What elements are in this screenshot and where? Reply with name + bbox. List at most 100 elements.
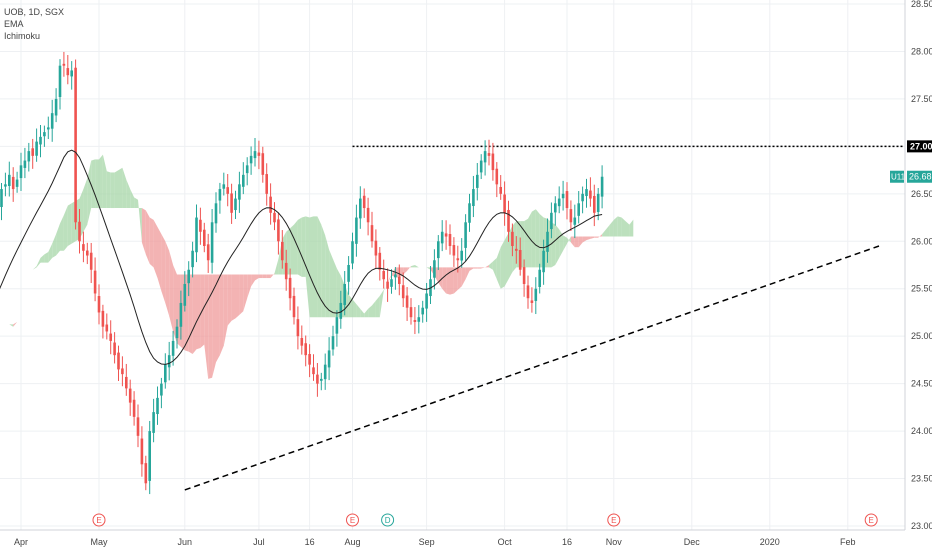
candle-up	[331, 336, 335, 350]
cloud-segment-bear	[239, 274, 244, 315]
candle-up	[58, 65, 62, 98]
candle-up	[343, 283, 346, 306]
candle-up	[253, 151, 257, 159]
event-circle	[864, 513, 878, 527]
candle-up	[347, 265, 350, 282]
candle-down	[273, 212, 276, 223]
cloud-segment-bull	[629, 219, 634, 237]
candle-down	[398, 276, 401, 284]
cloud-segment-bull	[294, 219, 298, 275]
cloud-segment-bear	[453, 267, 458, 294]
candle-down	[140, 438, 144, 465]
dividend-marker[interactable]: D	[381, 513, 395, 527]
cloud-segment-bear	[586, 236, 591, 241]
event-label: E	[869, 516, 874, 525]
candle-down	[444, 233, 448, 237]
candle-down	[308, 353, 311, 365]
candle-up	[479, 160, 483, 173]
cloud-segment-bull	[36, 257, 41, 268]
cloud-segment-bear	[227, 274, 232, 326]
candle-down	[522, 267, 526, 284]
y-tick-label: 24.50	[911, 379, 932, 389]
cloud-segment-bear	[399, 267, 404, 279]
candle-down	[121, 368, 124, 375]
candle-down	[125, 376, 128, 389]
cloud-segment-bull	[512, 221, 517, 273]
cloud-segment-bull	[496, 247, 501, 289]
candle-up	[4, 184, 7, 187]
candle-up	[47, 127, 50, 130]
cloud-segment-bear	[231, 274, 236, 321]
earnings-marker[interactable]: E	[346, 513, 359, 527]
candle-down	[300, 337, 304, 346]
x-tick-label: Sep	[419, 537, 435, 547]
cloud-segment-bear	[598, 234, 603, 238]
cloud-segment-bear	[442, 267, 447, 294]
earnings-marker[interactable]: E	[607, 513, 621, 527]
candle-down	[515, 248, 518, 251]
candle-down	[593, 195, 596, 213]
cloud-segment-bear	[594, 236, 599, 238]
candle-up	[546, 231, 549, 252]
cloud-segment-bear	[590, 236, 595, 239]
cloud-segment-bear	[481, 267, 486, 269]
cloud-segment-bull	[325, 235, 330, 318]
cloud-segment-bear	[141, 208, 146, 255]
cloud-segment-bull	[130, 189, 135, 209]
y-tick-label: 26.50	[911, 189, 932, 199]
candle-up	[234, 198, 237, 211]
candle-up	[167, 355, 171, 368]
cloud-segment-bull	[56, 223, 60, 256]
candle-down	[132, 399, 136, 417]
cloud-segment-bull	[63, 205, 68, 251]
candle-down	[518, 249, 522, 270]
earnings-marker[interactable]: E	[92, 513, 106, 527]
candle-up	[54, 98, 58, 116]
earnings-marker[interactable]: E	[864, 513, 878, 527]
cloud-segment-bull	[118, 167, 123, 209]
candle-down	[312, 367, 315, 375]
x-tick-label: Apr	[14, 537, 28, 547]
cloud-segment-bear	[446, 267, 450, 295]
candle-down	[62, 63, 66, 66]
cloud-segment-bull	[535, 209, 540, 268]
cloud-segment-bull	[352, 299, 357, 318]
candle-down	[144, 463, 148, 484]
cloud-segment-bull	[305, 216, 310, 318]
candle-down	[316, 374, 319, 384]
cloud-segment-bull	[138, 199, 142, 243]
cloud-segment-bull	[489, 261, 493, 270]
candle-up	[542, 250, 545, 273]
candle-down	[374, 240, 378, 256]
cloud-segment-bear	[270, 273, 275, 279]
candle-down	[78, 221, 81, 242]
y-tick-label: 23.50	[911, 474, 932, 484]
cloud-segment-bull	[297, 217, 302, 277]
cloud-segment-bull	[414, 265, 419, 268]
candle-down	[378, 252, 382, 270]
candle-up	[355, 217, 358, 244]
candle-up	[550, 212, 553, 230]
candle-down	[128, 388, 132, 403]
x-tick-label: Feb	[840, 537, 856, 547]
candle-down	[86, 250, 89, 256]
candle-down	[31, 148, 34, 156]
candle-down	[507, 209, 510, 232]
cloud-segment-bear	[192, 274, 197, 354]
y-tick-label: 26.00	[911, 236, 932, 246]
cloud-segment-bull	[67, 203, 72, 247]
cloud-segment-bull	[17, 307, 21, 322]
cloud-segment-bear	[450, 267, 454, 295]
candle-down	[82, 244, 85, 251]
candle-up	[464, 222, 467, 248]
cloud-segment-bull	[606, 224, 610, 237]
cloud-segment-bear	[204, 274, 209, 379]
candle-down	[503, 194, 506, 213]
y-tick-label: 25.00	[911, 331, 932, 341]
candle-up	[148, 431, 151, 481]
candle-up	[210, 222, 214, 263]
candle-up	[218, 189, 222, 201]
cloud-segment-bear	[196, 274, 201, 350]
event-label: E	[96, 516, 101, 525]
